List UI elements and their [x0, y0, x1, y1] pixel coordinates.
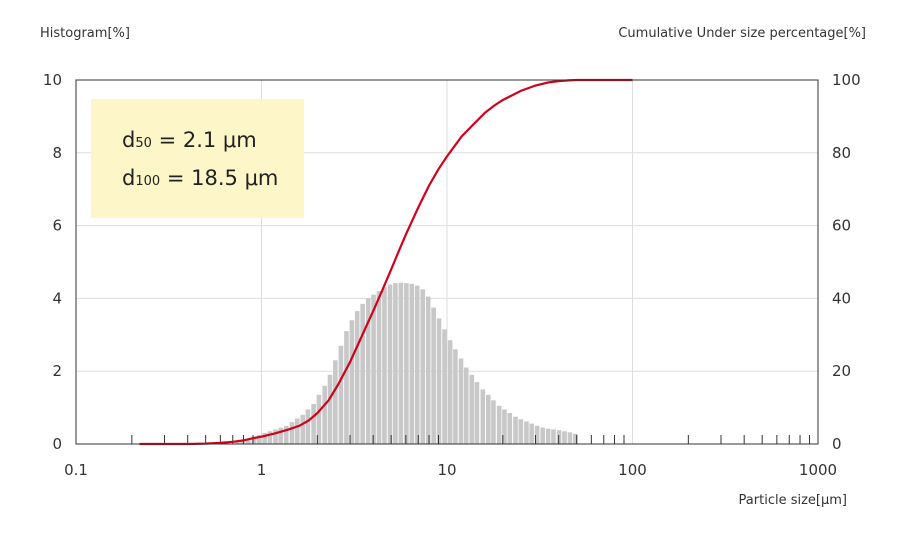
histogram-bar: [507, 413, 513, 444]
histogram-bar: [518, 419, 524, 444]
histogram-bar: [534, 425, 540, 444]
histogram-bar: [393, 283, 398, 444]
histogram-bar: [387, 284, 393, 444]
right-tick-label: 80: [832, 144, 851, 162]
d100-value: = 18.5 μm: [166, 166, 279, 190]
right-tick-label: 20: [832, 362, 851, 380]
left-tick-label: 4: [52, 289, 62, 307]
histogram-bar: [463, 367, 469, 444]
histogram-bar: [453, 349, 458, 444]
histogram-bar: [496, 405, 502, 444]
right-axis-tick-labels: 0 20 40 60 80 100: [832, 71, 861, 453]
d100-annotation: d100 = 18.5 μm: [122, 166, 278, 190]
histogram-bar: [469, 374, 475, 444]
histogram-bar: [436, 318, 442, 444]
x-tick-label: 10: [437, 461, 456, 479]
histogram-bar: [278, 427, 284, 444]
histogram-bar: [551, 429, 556, 444]
histogram-bar: [311, 403, 316, 444]
histogram-bar: [354, 311, 360, 444]
histogram-bar: [344, 331, 349, 444]
x-axis-title: Particle size[μm]: [738, 493, 847, 508]
histogram-bar: [447, 340, 453, 444]
histogram-bar: [283, 425, 289, 444]
right-tick-label: 100: [832, 71, 861, 89]
histogram-bar: [513, 416, 518, 444]
histogram-bar: [251, 436, 257, 444]
histogram-bar: [365, 298, 371, 444]
histogram-bar: [262, 433, 267, 444]
histogram-bar: [486, 394, 491, 444]
annotation-box: [91, 99, 304, 218]
histogram-bar: [398, 282, 404, 444]
histogram-bar: [442, 329, 447, 444]
d50-annotation: d50 = 2.1 μm: [122, 128, 257, 152]
histogram-bar: [316, 394, 322, 444]
histogram-bar: [458, 358, 464, 444]
histogram-bar: [273, 429, 278, 444]
histogram-bar: [267, 431, 273, 444]
right-axis-title: Cumulative Under size percentage[%]: [618, 26, 866, 41]
left-tick-label: 2: [52, 362, 62, 380]
histogram-bar: [414, 285, 420, 444]
histogram-bar: [376, 291, 382, 444]
histogram-bar: [289, 422, 295, 444]
right-tick-label: 0: [832, 435, 842, 453]
histogram-bar: [502, 409, 507, 444]
left-tick-label: 0: [52, 435, 62, 453]
histogram-bar: [338, 345, 344, 444]
histogram-bar: [420, 289, 426, 444]
right-tick-label: 40: [832, 289, 851, 307]
d50-symbol: d: [122, 128, 136, 152]
histogram-bar: [327, 374, 333, 444]
left-axis-title: Histogram[%]: [40, 26, 130, 41]
histogram-bar: [256, 434, 262, 444]
x-tick-label: 1000: [799, 461, 837, 479]
histogram-bars: [234, 282, 578, 444]
histogram-bar: [382, 287, 387, 444]
d100-symbol: d: [122, 166, 136, 190]
cumulative-line: [139, 78, 633, 446]
right-tick-label: 60: [832, 217, 851, 235]
histogram-bar: [474, 382, 480, 444]
x-tick-label: 100: [618, 461, 647, 479]
x-axis-tick-labels: 0.1 1 10 100 1000: [64, 461, 837, 479]
histogram-bar: [246, 438, 251, 444]
x-tick-label: 0.1: [64, 461, 88, 479]
histogram-bar: [360, 303, 365, 444]
left-tick-label: 10: [43, 71, 62, 89]
histogram-bar: [529, 423, 534, 444]
histogram-bar: [240, 440, 245, 444]
left-tick-label: 8: [52, 144, 62, 162]
histogram-bar: [567, 432, 573, 444]
histogram-bar: [322, 385, 327, 444]
histogram-bar: [305, 409, 311, 444]
histogram-bar: [540, 427, 545, 444]
histogram-bar: [425, 296, 431, 444]
d50-value: = 2.1 μm: [158, 128, 257, 152]
histogram-bar: [573, 433, 578, 444]
left-tick-label: 6: [52, 217, 62, 235]
histogram-bar: [480, 389, 486, 444]
histogram-bar: [491, 400, 496, 444]
histogram-bar: [295, 418, 300, 444]
histogram-bar: [349, 320, 355, 444]
histogram-bar: [234, 442, 240, 444]
histogram-bar: [524, 421, 529, 444]
histogram-bar: [300, 414, 306, 444]
histogram-bar: [409, 283, 415, 444]
histogram-bar: [333, 360, 338, 444]
left-axis-tick-labels: 0 2 4 6 8 10: [43, 71, 62, 453]
d50-subscript: 50: [135, 136, 152, 151]
histogram-bar: [404, 283, 409, 444]
x-tick-label: 1: [257, 461, 267, 479]
d100-subscript: 100: [135, 174, 161, 189]
plot-frame: [75, 79, 819, 445]
histogram-bar: [545, 428, 551, 444]
histogram-bar: [562, 431, 567, 444]
histogram-bar: [431, 307, 436, 444]
histogram-bar: [371, 294, 376, 444]
